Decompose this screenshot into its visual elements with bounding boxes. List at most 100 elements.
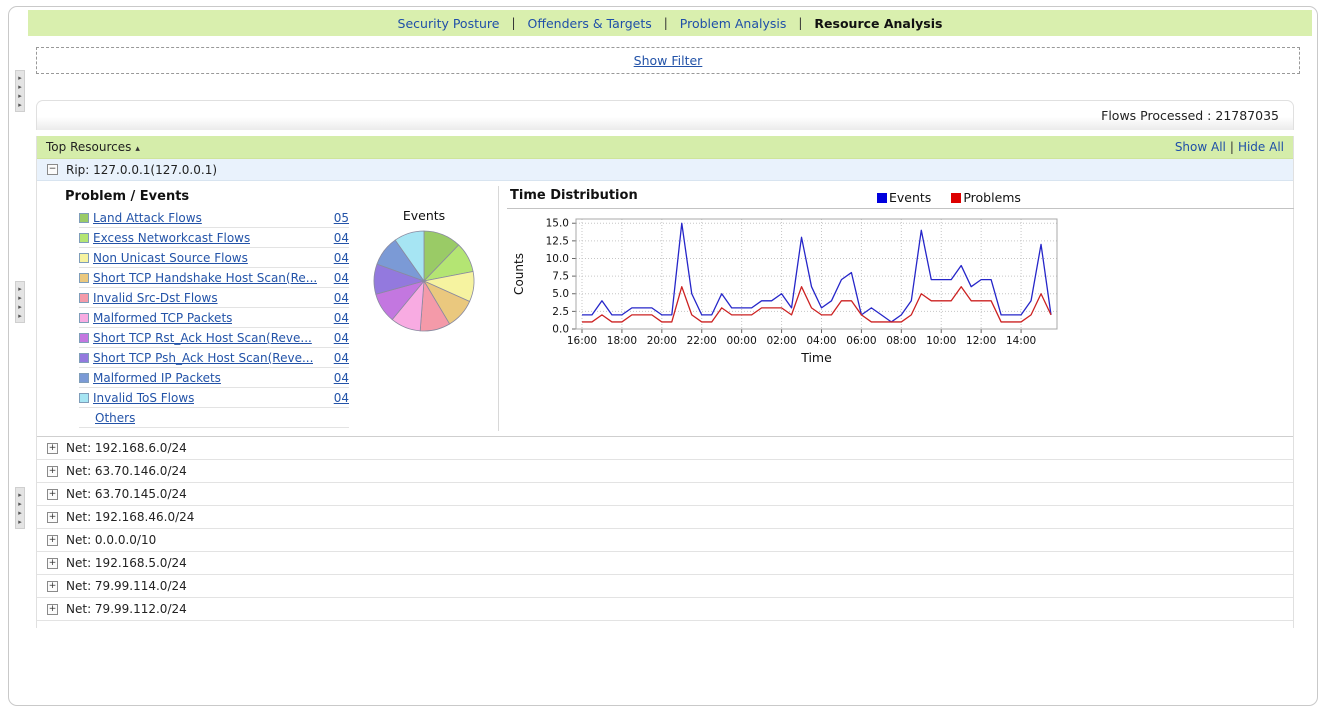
tab-resource-analysis[interactable]: Resource Analysis	[814, 15, 943, 31]
y-axis-label: Counts	[512, 253, 526, 295]
x-tick-label: 02:00	[766, 335, 796, 347]
problem-event-row: Excess Networkcast Flows 04	[79, 228, 349, 248]
event-count-link[interactable]: 04	[333, 350, 349, 365]
show-all-link[interactable]: Show All	[1174, 140, 1226, 154]
series-color-swatch	[79, 232, 89, 243]
events-pie-chart	[373, 230, 475, 332]
y-tick-label: 7.5	[552, 271, 569, 283]
resource-row-net-192-168-5-0-24[interactable]: + Net: 192.168.5.0/24	[37, 552, 1293, 575]
event-count-link[interactable]: 04	[333, 390, 349, 405]
event-count-link[interactable]: 04	[333, 250, 349, 265]
tab-security-posture[interactable]: Security Posture	[397, 15, 500, 31]
problem-event-link[interactable]: Land Attack Flows	[93, 210, 202, 225]
expand-icon[interactable]: +	[47, 488, 58, 500]
pie-slice-invalid-tos-flows	[394, 230, 425, 283]
event-count-link[interactable]: 04	[333, 290, 349, 305]
panel-splitter-handle[interactable]: ▸ ▸ ▸ ▸	[15, 487, 25, 529]
x-tick-label: 18:00	[607, 335, 637, 347]
legend-item-problems: Problems	[951, 190, 1021, 205]
time-distribution-chart: 0.0 2.5 5.0 7.5 10.0 12.5 15.0 16:00 18:00 20:00 2…	[512, 218, 1058, 365]
series-color-swatch	[79, 332, 89, 343]
panel-splitter-handle[interactable]: ▸ ▸ ▸ ▸	[15, 70, 25, 112]
legend-label: Problems	[963, 190, 1021, 205]
event-count-link[interactable]: 05	[333, 210, 349, 225]
top-resources-header: Top Resources ▴ Show All | Hide All	[37, 136, 1293, 159]
tab-problem-analysis[interactable]: Problem Analysis	[679, 15, 787, 31]
splitter-arrow-icon: ▸	[18, 82, 22, 91]
pie-chart-title: Events	[402, 208, 446, 223]
problem-event-row: Non Unicast Source Flows 04	[79, 248, 349, 268]
problem-event-link[interactable]: Excess Networkcast Flows	[93, 230, 251, 245]
expand-icon[interactable]: +	[47, 603, 58, 615]
legend-item-events: Events	[877, 190, 931, 205]
y-tick-label: 0.0	[552, 324, 569, 336]
resource-row-net-79-99-112-0-24[interactable]: + Net: 79.99.112.0/24	[37, 598, 1293, 621]
panel-splitter-handle[interactable]: ▸ ▸ ▸ ▸	[15, 281, 25, 323]
top-nav-bar: Security Posture | Offenders & Targets | Pro…	[28, 10, 1312, 36]
y-tick-label: 12.5	[546, 235, 569, 247]
top-resources-title-text: Top Resources	[46, 140, 132, 154]
problem-event-row: Malformed IP Packets 04	[79, 368, 349, 388]
event-count-link[interactable]: 04	[333, 330, 349, 345]
problem-event-link[interactable]: Non Unicast Source Flows	[93, 250, 248, 265]
tab-separator: |	[663, 16, 668, 30]
tab-offenders-targets[interactable]: Offenders & Targets	[527, 15, 652, 31]
problem-event-link[interactable]: Short TCP Rst_Ack Host Scan(Reve...	[93, 330, 312, 345]
splitter-arrow-icon: ▸	[18, 499, 22, 508]
problem-event-link[interactable]: Malformed IP Packets	[93, 370, 221, 385]
expand-icon[interactable]: +	[47, 534, 58, 546]
resource-row-label: Rip: 127.0.0.1(127.0.0.1)	[66, 162, 218, 177]
series-color-swatch	[79, 312, 89, 323]
event-count-link[interactable]: 04	[333, 270, 349, 285]
x-tick-label: 16:00	[567, 335, 597, 347]
expand-icon[interactable]: +	[47, 442, 58, 454]
x-tick-label: 22:00	[687, 335, 717, 347]
resource-row-label: Net: 0.0.0.0/10	[66, 533, 157, 547]
splitter-arrow-icon: ▸	[18, 91, 22, 100]
problem-events-table: Land Attack Flows 05 Excess Networkcast Fl…	[79, 208, 349, 428]
expand-icon[interactable]: +	[47, 465, 58, 477]
splitter-arrow-icon: ▸	[18, 490, 22, 499]
flows-processed-card: Flows Processed : 21787035	[36, 100, 1294, 130]
resource-row-rip[interactable]: − Rip: 127.0.0.1(127.0.0.1)	[37, 159, 1293, 181]
expand-icon[interactable]: +	[47, 511, 58, 523]
resource-row-net-0-0-0-0-10[interactable]: + Net: 0.0.0.0/10	[37, 529, 1293, 552]
event-count-link[interactable]: 04	[333, 310, 349, 325]
x-tick-label: 10:00	[926, 335, 956, 347]
event-count-link[interactable]: 04	[333, 370, 349, 385]
x-tick-label: 12:00	[966, 335, 996, 347]
problem-event-link[interactable]: Malformed TCP Packets	[93, 310, 233, 325]
resource-row-net-192-168-46-0-24[interactable]: + Net: 192.168.46.0/24	[37, 506, 1293, 529]
expand-icon[interactable]: +	[47, 557, 58, 569]
splitter-arrow-icon: ▸	[18, 100, 22, 109]
top-resources-panel: Top Resources ▴ Show All | Hide All − Rip: …	[36, 136, 1294, 628]
series-color-swatch	[79, 392, 89, 403]
problem-event-link[interactable]: Short TCP Handshake Host Scan(Re...	[93, 270, 318, 285]
splitter-arrow-icon: ▸	[18, 293, 22, 302]
problem-event-row: Short TCP Handshake Host Scan(Re... 04	[79, 268, 349, 288]
resource-row-net-63-70-146-0-24[interactable]: + Net: 63.70.146.0/24	[37, 460, 1293, 483]
problem-event-link[interactable]: Invalid Src-Dst Flows	[93, 290, 218, 305]
y-tick-label: 2.5	[552, 306, 569, 318]
others-link[interactable]: Others	[95, 410, 136, 425]
problem-event-link[interactable]: Invalid ToS Flows	[93, 390, 195, 405]
event-count-link[interactable]: 04	[333, 230, 349, 245]
problem-event-link[interactable]: Short TCP Psh_Ack Host Scan(Reve...	[93, 350, 314, 365]
resource-row-net-63-70-145-0-24[interactable]: + Net: 63.70.145.0/24	[37, 483, 1293, 506]
problem-event-row: Short TCP Psh_Ack Host Scan(Reve... 04	[79, 348, 349, 368]
time-distribution-heading: Time Distribution	[510, 188, 638, 203]
x-tick-label: 06:00	[846, 335, 876, 347]
resource-row-net-192-168-6-0-24[interactable]: + Net: 192.168.6.0/24	[37, 437, 1293, 460]
collapse-icon[interactable]: −	[47, 164, 58, 175]
x-axis-label: Time	[800, 350, 832, 365]
problem-events-heading: Problem / Events	[65, 189, 190, 204]
top-resources-title[interactable]: Top Resources ▴	[46, 140, 140, 154]
show-filter-link[interactable]: Show Filter	[633, 53, 703, 68]
x-tick-label: 00:00	[727, 335, 757, 347]
flows-processed-text: Flows Processed : 21787035	[1101, 108, 1279, 123]
splitter-arrow-icon: ▸	[18, 311, 22, 320]
expand-icon[interactable]: +	[47, 580, 58, 592]
hide-all-link[interactable]: Hide All	[1237, 140, 1284, 154]
resource-row-net-79-99-114-0-24[interactable]: + Net: 79.99.114.0/24	[37, 575, 1293, 598]
series-color-swatch	[79, 272, 89, 283]
